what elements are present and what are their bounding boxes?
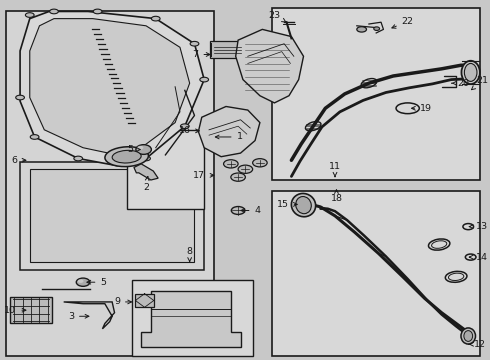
Ellipse shape xyxy=(462,61,480,84)
Ellipse shape xyxy=(136,145,151,154)
Bar xyxy=(5,12,214,356)
Ellipse shape xyxy=(25,13,34,17)
Ellipse shape xyxy=(461,328,475,344)
Text: 6: 6 xyxy=(11,156,26,165)
Ellipse shape xyxy=(112,150,141,163)
Ellipse shape xyxy=(30,135,39,139)
Text: 21: 21 xyxy=(471,76,489,90)
Ellipse shape xyxy=(151,16,160,21)
Ellipse shape xyxy=(296,197,311,214)
Text: 3: 3 xyxy=(68,312,89,321)
Bar xyxy=(127,130,204,209)
Text: 17: 17 xyxy=(194,171,214,180)
Ellipse shape xyxy=(253,159,267,167)
Bar xyxy=(10,297,51,323)
Text: 9: 9 xyxy=(114,297,131,306)
Ellipse shape xyxy=(357,27,367,32)
Ellipse shape xyxy=(374,27,380,31)
Text: 19: 19 xyxy=(412,104,432,113)
Ellipse shape xyxy=(231,173,245,181)
Ellipse shape xyxy=(223,160,238,168)
Polygon shape xyxy=(134,164,158,180)
Bar xyxy=(272,191,480,356)
Text: 18: 18 xyxy=(330,190,343,203)
Ellipse shape xyxy=(292,193,316,217)
Text: 14: 14 xyxy=(469,253,488,262)
Text: 20: 20 xyxy=(452,79,469,88)
Text: 5: 5 xyxy=(127,145,140,154)
Bar xyxy=(131,280,253,356)
Text: 16: 16 xyxy=(179,126,199,135)
Text: 10: 10 xyxy=(4,306,26,315)
Ellipse shape xyxy=(465,63,477,81)
Ellipse shape xyxy=(190,41,199,46)
Polygon shape xyxy=(198,107,260,157)
Bar xyxy=(135,294,154,307)
Text: 2: 2 xyxy=(143,176,149,192)
Polygon shape xyxy=(64,302,115,329)
Ellipse shape xyxy=(200,77,209,82)
Text: 15: 15 xyxy=(277,200,297,209)
Polygon shape xyxy=(141,291,241,347)
Ellipse shape xyxy=(142,156,150,161)
Polygon shape xyxy=(236,30,303,103)
Text: 1: 1 xyxy=(215,132,243,141)
Bar xyxy=(30,169,195,262)
Text: 12: 12 xyxy=(469,340,487,349)
FancyBboxPatch shape xyxy=(210,41,245,58)
Ellipse shape xyxy=(76,278,90,286)
Ellipse shape xyxy=(238,165,253,174)
Text: 13: 13 xyxy=(469,222,488,231)
Polygon shape xyxy=(30,19,190,155)
Ellipse shape xyxy=(231,207,245,215)
Text: 5: 5 xyxy=(87,278,106,287)
Ellipse shape xyxy=(49,9,58,14)
Ellipse shape xyxy=(74,156,83,161)
Text: 4: 4 xyxy=(241,206,261,215)
Ellipse shape xyxy=(464,330,473,341)
Bar xyxy=(272,8,480,180)
Ellipse shape xyxy=(180,124,189,129)
Ellipse shape xyxy=(78,279,84,283)
Text: 7: 7 xyxy=(193,50,210,59)
Ellipse shape xyxy=(16,95,24,100)
Ellipse shape xyxy=(137,146,144,150)
Text: 22: 22 xyxy=(392,17,414,28)
Polygon shape xyxy=(20,12,204,166)
Ellipse shape xyxy=(105,147,148,167)
Ellipse shape xyxy=(93,9,102,14)
Text: 23: 23 xyxy=(269,10,286,22)
Text: 11: 11 xyxy=(329,162,341,176)
Text: 8: 8 xyxy=(187,247,193,261)
Bar xyxy=(20,162,204,270)
